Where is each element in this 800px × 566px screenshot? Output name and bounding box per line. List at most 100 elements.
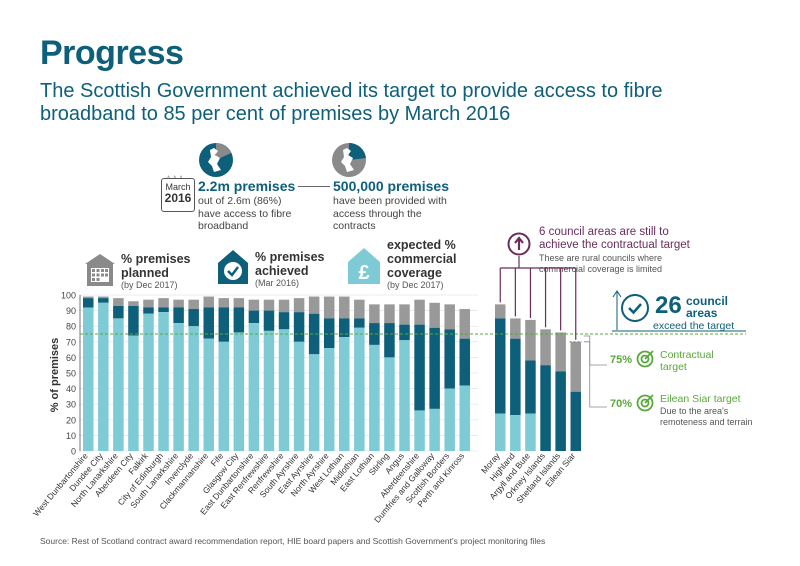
bar-achieved xyxy=(444,329,455,389)
bar-achieved xyxy=(248,310,260,324)
contract-label: Contractual target xyxy=(660,349,714,373)
bar-achieved xyxy=(98,298,109,303)
y-tick-label: 80 xyxy=(66,322,76,332)
bar-planned xyxy=(339,296,350,319)
bar-planned xyxy=(570,341,581,392)
bar-achieved xyxy=(173,307,184,324)
target-icon-1 xyxy=(636,348,656,373)
bar-planned xyxy=(384,304,395,324)
page-title: Progress xyxy=(40,34,184,72)
bar-planned xyxy=(173,299,184,308)
bar-planned xyxy=(248,299,260,311)
bar-commercial xyxy=(339,337,350,451)
bar-planned xyxy=(143,299,154,308)
bar-planned xyxy=(278,299,290,313)
eilean-leader xyxy=(583,341,607,408)
bar-commercial xyxy=(173,323,184,451)
bar-commercial xyxy=(414,410,425,451)
bar-achieved xyxy=(459,338,470,386)
eilean-pct: 70% xyxy=(610,398,633,410)
legend-planned-note: (by Dec 2017) xyxy=(121,280,178,290)
contract-pct: 75% xyxy=(610,354,633,366)
calendar-icon: ♁♁♁ March 2016 xyxy=(161,174,195,212)
y-tick-label: 100 xyxy=(61,291,76,301)
bar-achieved xyxy=(308,313,320,355)
bar-commercial xyxy=(233,332,245,451)
legend-planned-title: % premises planned xyxy=(121,252,191,280)
y-axis-label: % of premises xyxy=(49,338,61,413)
y-tick-label: 30 xyxy=(66,400,76,410)
council-callout-note: These are rural councils where commercia… xyxy=(539,253,663,274)
bar-achieved xyxy=(278,312,290,330)
bar-planned xyxy=(158,298,169,308)
bar-commercial xyxy=(218,341,230,451)
bar-planned xyxy=(354,299,365,319)
achieved-house-icon xyxy=(216,248,250,291)
bar-achieved xyxy=(158,307,169,313)
bar-planned xyxy=(555,332,566,372)
provided-desc: have been provided with access through t… xyxy=(333,195,447,232)
bar-achieved xyxy=(263,310,275,331)
bar-commercial xyxy=(510,415,521,451)
council-callout-title: 6 council areas are still to achieve the… xyxy=(539,226,690,251)
premises-title: 2.2m premises xyxy=(198,178,296,194)
bar-achieved xyxy=(510,338,521,416)
y-tick-label: 10 xyxy=(66,431,76,441)
bar-commercial xyxy=(354,327,365,451)
exceed-count: 26 xyxy=(655,292,682,319)
bar-commercial xyxy=(158,312,169,451)
bar-commercial xyxy=(83,307,94,451)
bar-commercial xyxy=(248,323,260,451)
up-arrow-icon xyxy=(507,232,531,261)
bar-achieved xyxy=(540,365,551,451)
bar-achieved xyxy=(233,307,245,333)
bar-achieved xyxy=(143,307,154,314)
milestone-month: March xyxy=(165,182,191,192)
bar-planned xyxy=(98,296,109,299)
legend-achieved-note: (Mar 2016) xyxy=(255,278,300,288)
bar-planned xyxy=(414,299,425,325)
eilean-note: Due to the area's remoteness and terrain xyxy=(660,406,753,427)
bar-achieved xyxy=(203,307,214,339)
target-icon-2 xyxy=(636,392,656,417)
bar-commercial xyxy=(369,344,380,451)
legend-achieved-title: % premises achieved xyxy=(255,250,325,278)
y-tick-label: 20 xyxy=(66,415,76,425)
bar-planned xyxy=(293,298,305,313)
bar-achieved xyxy=(188,309,199,327)
bar-planned xyxy=(128,301,139,306)
scotland-map-icon-1 xyxy=(198,142,234,183)
y-tick-label: 70 xyxy=(66,337,76,347)
check-circle-icon xyxy=(620,293,650,328)
bar-achieved xyxy=(384,323,395,358)
y-tick-label: 40 xyxy=(66,384,76,394)
bar-planned xyxy=(323,296,335,319)
bar-commercial xyxy=(203,338,214,451)
exceed-text: exceed the target xyxy=(653,320,735,332)
bar-achieved xyxy=(399,324,410,341)
bar-commercial xyxy=(384,357,395,451)
bar-planned xyxy=(218,298,230,308)
bar-planned xyxy=(525,319,536,361)
svg-text:£: £ xyxy=(358,262,369,284)
bar-achieved xyxy=(555,371,566,451)
bar-achieved xyxy=(369,323,380,345)
scotland-map-icon-2 xyxy=(331,142,367,183)
bar-achieved xyxy=(113,305,124,319)
bar-planned xyxy=(188,299,199,310)
exceed-arrowhead xyxy=(612,290,622,298)
milestone-year: 2016 xyxy=(164,191,192,205)
bar-planned xyxy=(459,309,470,339)
planned-calendar-icon xyxy=(83,252,117,293)
y-tick-label: 0 xyxy=(71,447,76,457)
bar-planned xyxy=(495,304,506,319)
bar-commercial xyxy=(323,348,335,451)
bar-planned xyxy=(308,296,320,314)
bar-achieved xyxy=(83,298,94,308)
bar-planned xyxy=(263,299,275,311)
bar-planned xyxy=(233,298,245,308)
provided-title: 500,000 premises xyxy=(333,178,449,194)
bar-achieved xyxy=(218,307,230,342)
bar-commercial xyxy=(429,408,440,451)
bar-planned xyxy=(113,298,124,306)
